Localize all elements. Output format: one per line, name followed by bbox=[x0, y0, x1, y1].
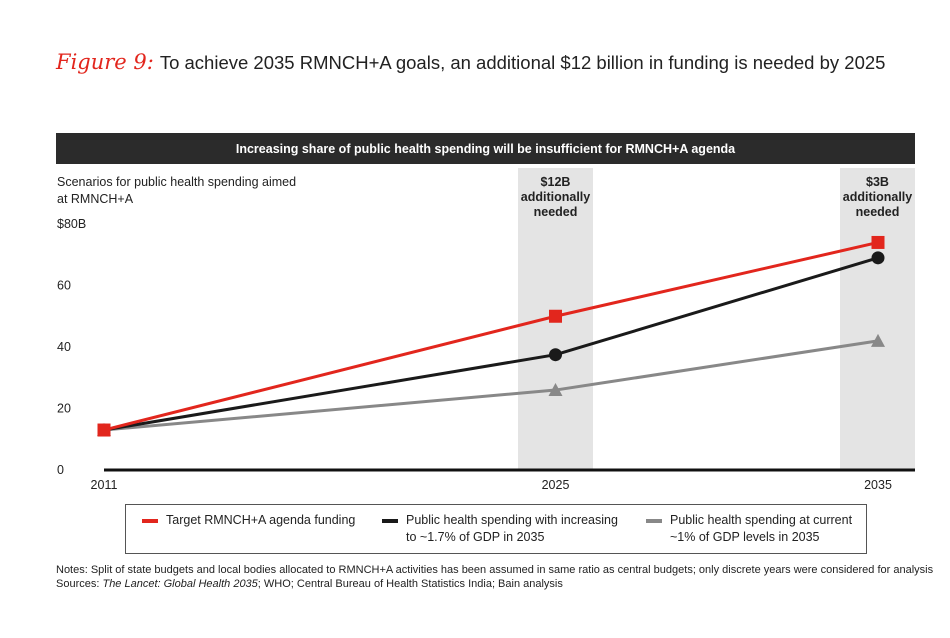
series-2-point-2025 bbox=[548, 383, 563, 397]
series-2-point-2035 bbox=[871, 333, 885, 347]
x-tick-label-2035: 2035 bbox=[864, 478, 892, 492]
annotation-text-2025-1: additionally bbox=[521, 190, 591, 204]
figure-label: Figure 9: bbox=[56, 50, 154, 74]
legend-item-target: Target RMNCH+A agenda funding bbox=[142, 512, 355, 529]
chart-banner: Increasing share of public health spendi… bbox=[56, 133, 915, 164]
annotation-band-2035 bbox=[840, 168, 915, 470]
series-1-point-2025 bbox=[549, 348, 562, 362]
legend-label-current-line1: Public health spending at current bbox=[670, 513, 853, 527]
series-0-point-2011 bbox=[97, 423, 111, 437]
legend-label-target: Target RMNCH+A agenda funding bbox=[166, 513, 356, 527]
series-line-1 bbox=[103, 256, 879, 432]
series-1-point-2035 bbox=[871, 251, 885, 265]
annotation-text-2025-2: needed bbox=[534, 205, 578, 219]
annotation-text-2025-0: $12B bbox=[541, 175, 571, 189]
line-chart: $12Badditionallyneeded$3Badditionallynee… bbox=[57, 168, 915, 492]
sources-italic: The Lancet: Global Health 2035 bbox=[102, 578, 258, 590]
notes-line: Notes: Split of state budgets and local … bbox=[56, 564, 934, 576]
x-tick-label-2011: 2011 bbox=[91, 478, 118, 492]
series-0-point-2025 bbox=[549, 309, 562, 323]
legend: Target RMNCH+A agenda funding Public hea… bbox=[125, 504, 867, 554]
y-tick-label-0: 0 bbox=[57, 463, 64, 477]
legend-label-increasing-line1: Public health spending with increasing bbox=[406, 513, 618, 527]
sources-line: Sources: The Lancet: Global Health 2035;… bbox=[56, 578, 563, 590]
series-line-0 bbox=[103, 240, 879, 432]
legend-swatch-target bbox=[142, 519, 158, 523]
annotation-text-2035-2: needed bbox=[856, 205, 900, 219]
series-line-2 bbox=[103, 339, 879, 432]
legend-item-increasing: Public health spending with increasing t… bbox=[382, 512, 618, 546]
figure-title-text: To achieve 2035 RMNCH+A goals, an additi… bbox=[159, 52, 886, 73]
y-axis-label: Scenarios for public health spending aim… bbox=[57, 175, 297, 206]
series-0-point-2035 bbox=[871, 235, 885, 249]
notes: Notes: Split of state budgets and local … bbox=[56, 563, 933, 591]
y-tick-label-60: 60 bbox=[57, 279, 71, 293]
y-tick-label-40: 40 bbox=[57, 340, 71, 354]
y-tick-label-20: 20 bbox=[57, 402, 71, 416]
y-tick-label-80: $80B bbox=[57, 217, 86, 231]
legend-label-increasing-line2: to ~1.7% of GDP in 2035 bbox=[406, 530, 545, 544]
figure-title: Figure 9: To achieve 2035 RMNCH+A goals, … bbox=[56, 50, 885, 74]
annotation-text-2035-1: additionally bbox=[843, 190, 913, 204]
x-tick-label-2025: 2025 bbox=[542, 478, 570, 492]
legend-item-current: Public health spending at current ~1% of… bbox=[646, 512, 852, 546]
legend-swatch-current bbox=[646, 519, 662, 523]
legend-label-current-line2: ~1% of GDP levels in 2035 bbox=[670, 530, 820, 544]
annotation-text-2035-0: $3B bbox=[866, 175, 889, 189]
legend-swatch-increasing bbox=[382, 519, 398, 523]
